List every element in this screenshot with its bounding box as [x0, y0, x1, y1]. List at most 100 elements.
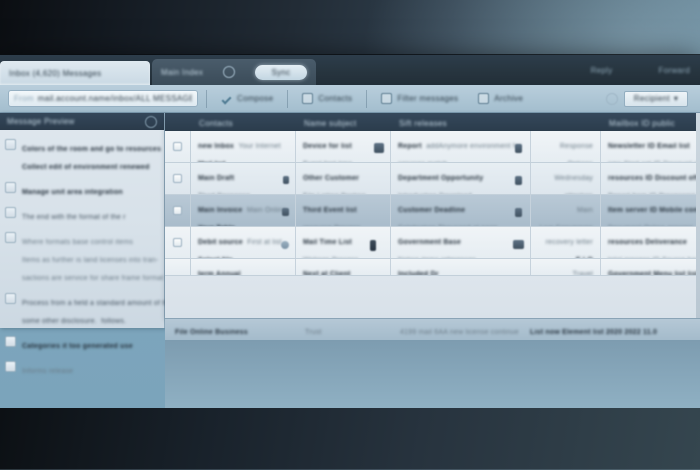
- folder-icon: [302, 93, 314, 104]
- sidebar-item-text: Process from a field a standard amount o…: [22, 292, 186, 328]
- grid-header-meta[interactable]: Mailbox ID public: [601, 113, 700, 131]
- sidebar-item-text: Informs release: [22, 360, 156, 378]
- grid-header-meta-label: Mailbox ID public: [609, 119, 676, 128]
- star-icon: [5, 182, 16, 193]
- toolbar-item-filter[interactable]: Filter messages: [375, 85, 464, 113]
- grid-header-subject[interactable]: Name subject: [296, 113, 391, 131]
- tab-group-label: Main Index: [161, 67, 204, 77]
- gear-icon[interactable]: [606, 92, 618, 105]
- main-panel-empty-area: [165, 340, 700, 408]
- scrollbar-track[interactable]: [696, 113, 700, 318]
- tag-icon: [5, 207, 16, 218]
- reply-icon[interactable]: [513, 240, 524, 249]
- sidebar-item-line: sactions are service for share frame for…: [22, 275, 164, 282]
- cell-sender: Main Draft Third Response Alters at Tabl…: [191, 163, 296, 194]
- cell-line: Item server ID Mobile component: [608, 207, 700, 214]
- cell-line: Report: [398, 143, 422, 150]
- toolbar-divider: [366, 89, 368, 108]
- pin-icon[interactable]: [282, 208, 289, 216]
- cell-detail: Wednesday attention: [531, 163, 601, 194]
- sidebar-item-line: follows.: [101, 318, 127, 325]
- pin-icon[interactable]: [283, 176, 289, 184]
- cell-line: Notice items references: [398, 257, 476, 258]
- toolbar-divider: [206, 89, 207, 108]
- table-row[interactable]: Main Draft Third Response Alters at Tabl…: [165, 163, 700, 195]
- trash-icon[interactable]: [370, 240, 376, 251]
- sidebar-item-1[interactable]: Manage unit area integration: [0, 178, 164, 203]
- sidebar-item-0[interactable]: Colors of the room and go to resources C…: [0, 135, 164, 178]
- row-select-cell[interactable]: [165, 163, 191, 194]
- address-value: mail.account.name/inbox/ALL MESSAGES 599…: [37, 94, 192, 103]
- cell-line: Customer Deadline: [398, 207, 466, 214]
- flag-icon[interactable]: [515, 176, 522, 185]
- address-input[interactable]: From: mail.account.name/inbox/ALL MESSAG…: [8, 90, 198, 107]
- sync-pill-button[interactable]: Sync: [254, 64, 307, 80]
- checkbox-icon[interactable]: [173, 238, 182, 247]
- cell-preview: Government Base Notice items references …: [391, 227, 531, 258]
- table-row-selected[interactable]: Main Invoice Main Online Your Table Thir…: [165, 195, 700, 227]
- row-select-cell[interactable]: [165, 227, 191, 258]
- table-row[interactable]: Debit source First at list Select file M…: [165, 227, 700, 259]
- contact-icon[interactable]: [281, 241, 289, 249]
- attachment-icon[interactable]: [374, 143, 384, 153]
- refresh-icon[interactable]: [223, 66, 236, 78]
- cell-preview: Report addAnymore environment for servic…: [391, 131, 531, 162]
- cell-detail: recovery letter E LO: [531, 227, 601, 258]
- cell-line: services match: [398, 161, 447, 162]
- sidebar-item-2[interactable]: The end with the format of the r: [0, 203, 164, 228]
- recipient-select[interactable]: Recipient ▾: [624, 90, 688, 107]
- eye-icon: [5, 139, 16, 150]
- sidebar-item-4[interactable]: Process from a field a standard amount o…: [0, 289, 186, 332]
- row-select-cell[interactable]: [165, 195, 191, 226]
- cell-line: Live Conversion: [540, 225, 593, 226]
- table-row[interactable]: new Inbox Your Internet Mail list Device…: [165, 131, 700, 163]
- cell-line: Government Menu list list: [608, 271, 699, 275]
- tab-active[interactable]: Inbox (4,620) Messages: [0, 61, 150, 85]
- status-text: List now Element list 2020 2022 11.0: [530, 328, 658, 336]
- tab-group[interactable]: Main Index Sync: [152, 59, 316, 85]
- checkbox-icon[interactable]: [173, 142, 182, 151]
- cell-sender: Debit source First at list Select file: [191, 227, 296, 258]
- cell-preview: Customer Deadline Celebration Thousand a…: [391, 195, 531, 226]
- grid-header-row: Contacts Name subject Sift releases Mail…: [165, 113, 700, 131]
- row-select-cell[interactable]: [165, 259, 191, 275]
- flag-icon[interactable]: [515, 208, 522, 217]
- window-body: Message Preview Colors of the room and g…: [0, 113, 700, 408]
- tab-right-group: Reply Forward: [591, 55, 700, 85]
- tab-reply-label[interactable]: Reply: [590, 65, 613, 75]
- row-select-cell[interactable]: [165, 131, 191, 162]
- cell-line: Travel: [572, 271, 593, 275]
- grid-header-sender[interactable]: Contacts: [191, 113, 296, 131]
- sidebar-item-3[interactable]: Where formats base control items Items a…: [0, 228, 164, 289]
- grid-header-preview[interactable]: Sift releases: [391, 113, 531, 131]
- tab-forward-label[interactable]: Forward: [658, 65, 690, 75]
- checkbox-icon-checked[interactable]: [173, 206, 182, 215]
- sidebar-item-6[interactable]: Informs release: [0, 357, 164, 382]
- toolbar-right-group: Recipient ▾: [606, 90, 692, 107]
- toolbar-item-contacts[interactable]: Contacts: [296, 85, 358, 113]
- grid-header-subject-label: Name subject: [304, 119, 357, 128]
- sidebar-item-5[interactable]: Categories it too generated use: [0, 332, 164, 357]
- cell-line: Mail Time List: [303, 239, 352, 246]
- flag-icon[interactable]: [515, 144, 522, 153]
- toolbar-item-compose[interactable]: Compose: [215, 85, 279, 113]
- check-icon: [221, 93, 232, 104]
- cell-line: Mail list: [198, 161, 225, 162]
- sidebar-item-line: Items as further is land licenses into t…: [22, 257, 159, 264]
- sidebar-list: Colors of the room and go to resources C…: [0, 130, 186, 382]
- checkbox-icon[interactable]: [173, 174, 182, 183]
- cell-subject: Third Event list resource Process Subscr…: [296, 195, 391, 226]
- toolbar-item-filter-label: Filter messages: [397, 94, 459, 103]
- toolbar-item-archive[interactable]: Archive: [472, 85, 529, 113]
- options-icon[interactable]: [145, 115, 157, 128]
- message-grid: Contacts Name subject Sift releases Mail…: [165, 113, 700, 318]
- cell-meta: Item server ID Mobile component Document…: [601, 195, 700, 226]
- cell-subject: Device for list Event first time at send…: [296, 131, 391, 162]
- cell-line: Main: [577, 207, 593, 214]
- cell-line: Newsletter ID Email list: [608, 143, 690, 150]
- table-row[interactable]: term Annual Next at Client Included Dr T…: [165, 259, 700, 276]
- sidebar-item-line: Process from a field a standard amount o…: [22, 300, 187, 307]
- cell-line: Next at Client: [303, 271, 351, 275]
- grid-header-preview-label: Sift releases: [399, 119, 447, 128]
- cell-detail: Travel: [531, 259, 601, 275]
